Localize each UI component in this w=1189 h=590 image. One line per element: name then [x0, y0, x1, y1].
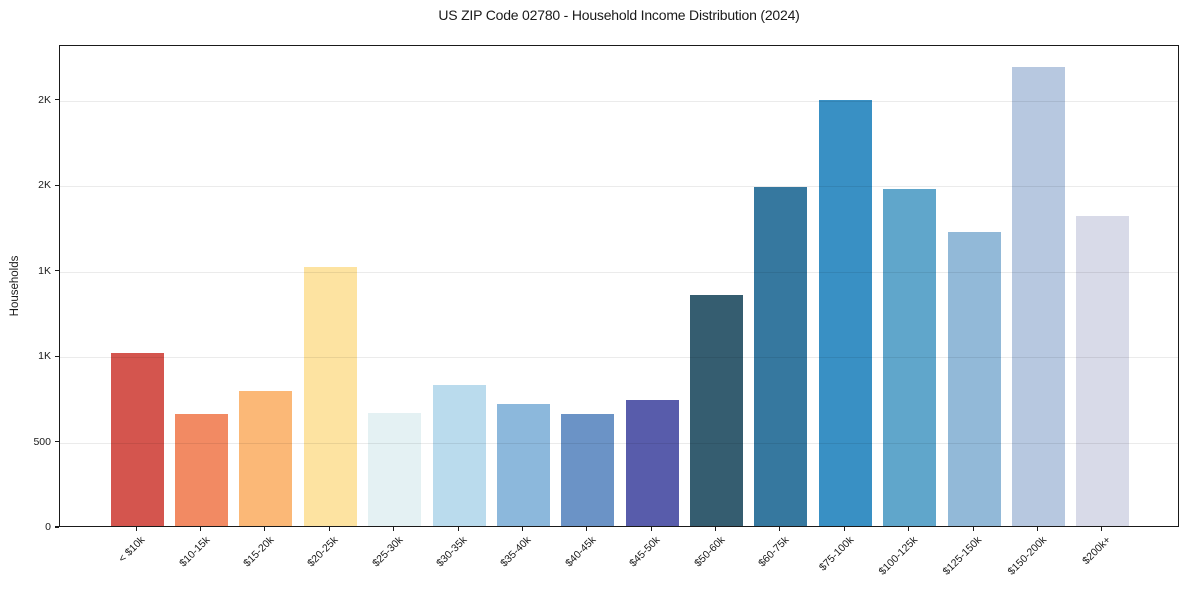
x-tick-label: < $10k	[116, 534, 148, 565]
x-tick-label: $35-40k	[498, 534, 534, 570]
chart-title: US ZIP Code 02780 - Household Income Dis…	[438, 7, 800, 23]
bar	[496, 403, 550, 526]
x-tick-label: $200k+	[1080, 534, 1114, 568]
x-tick-mark	[972, 527, 974, 531]
x-tick-mark	[779, 527, 781, 531]
y-tick-label: 2K	[38, 179, 51, 192]
x-tick-label: $15-20k	[241, 534, 277, 570]
x-tick-label: $75-100k	[816, 534, 856, 574]
x-tick-mark	[586, 527, 588, 531]
x-tick-label: $25-30k	[369, 534, 406, 570]
x-tick-mark	[328, 527, 330, 531]
x-tick-label: $30-35k	[434, 534, 470, 570]
bar	[818, 99, 872, 526]
x-tick-label: $10-15k	[176, 534, 213, 570]
x-tick-mark	[393, 527, 395, 531]
y-tick-label: 0	[45, 521, 51, 533]
x-tick-label: $50-60k	[691, 534, 728, 570]
x-tick-label: $100-125k	[876, 534, 921, 578]
y-tick-label: 2K	[38, 93, 51, 106]
x-tick-mark	[1101, 527, 1103, 531]
bar	[883, 189, 937, 526]
gridline	[60, 442, 1178, 444]
x-tick-mark	[1036, 527, 1038, 531]
bar	[625, 400, 679, 526]
bar	[175, 413, 229, 526]
x-tick-mark	[200, 527, 202, 531]
bar	[690, 295, 744, 526]
x-tick-label: $150-200k	[1005, 534, 1049, 578]
bar	[368, 413, 422, 526]
x-tick-mark	[135, 527, 137, 531]
bar	[239, 391, 293, 526]
x-tick-mark	[908, 527, 910, 531]
x-tick-label: $20-25k	[305, 534, 341, 570]
x-tick-label: $40-45k	[562, 534, 599, 570]
x-tick-mark	[650, 527, 652, 531]
gridline	[60, 271, 1178, 273]
bar	[1076, 216, 1130, 526]
bar	[1011, 67, 1065, 526]
plot-area	[59, 45, 1179, 527]
bar	[947, 231, 1001, 526]
x-tick-label: $125-150k	[941, 534, 985, 578]
x-tick-label: $60-75k	[756, 534, 792, 570]
gridline	[60, 357, 1178, 359]
bar	[432, 385, 486, 526]
x-tick-label: $45-50k	[627, 534, 663, 570]
gridline	[60, 186, 1178, 188]
y-tick-mark	[55, 441, 59, 443]
bar	[110, 353, 164, 526]
bar	[561, 414, 615, 526]
y-tick-mark	[55, 355, 59, 357]
y-tick-mark	[55, 526, 59, 528]
y-tick-mark	[55, 270, 59, 272]
y-tick-label: 1K	[38, 350, 51, 363]
gridline	[60, 100, 1178, 102]
x-tick-mark	[715, 527, 717, 531]
y-tick-label: 1K	[38, 264, 51, 277]
x-tick-mark	[264, 527, 266, 531]
x-tick-mark	[521, 527, 523, 531]
bar	[303, 267, 357, 526]
bar	[754, 187, 808, 526]
y-tick-mark	[55, 99, 59, 101]
x-tick-mark	[457, 527, 459, 531]
y-tick-label: 500	[33, 435, 51, 448]
y-tick-mark	[55, 184, 59, 186]
x-tick-mark	[843, 527, 845, 531]
